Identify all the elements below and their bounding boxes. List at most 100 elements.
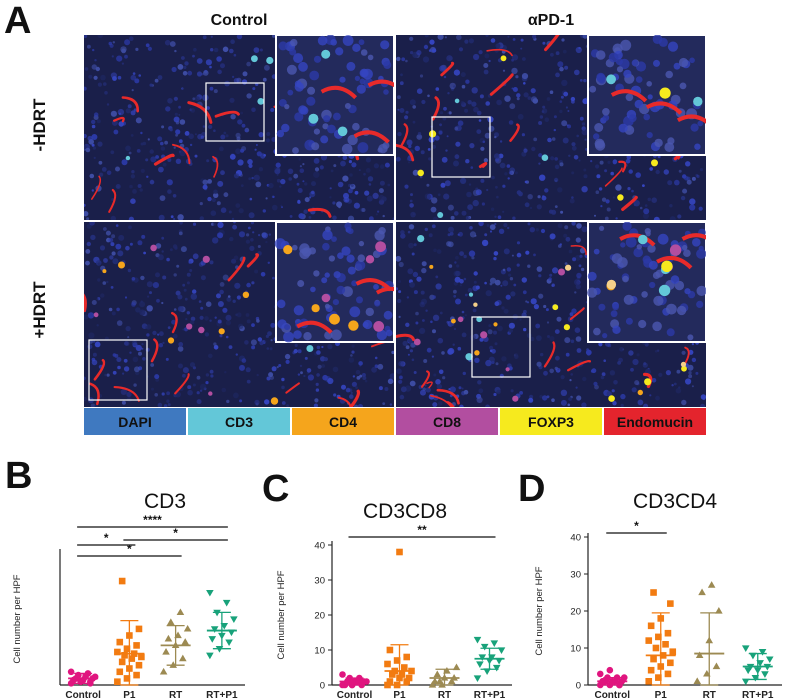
y-tick-label: 0 [576,681,581,692]
x-tick-label: RT [703,690,716,700]
significance-label: **** [143,513,162,527]
y-axis-label: Cell number per HPF [534,566,545,655]
data-point [164,634,173,642]
data-point [114,678,121,685]
micrograph-image [84,222,394,407]
data-point [645,637,653,644]
data-point [138,653,145,661]
data-point [398,671,406,678]
y-tick-label: 0 [320,681,325,692]
micrograph-image [396,35,706,220]
micrograph-image [396,222,706,407]
data-point [384,681,391,689]
data-point [655,633,662,641]
legend-dapi: DAPI [84,408,186,435]
data-point [176,608,185,616]
data-point [339,671,346,678]
data-point [128,655,136,662]
data-point [135,625,143,633]
legend-cd8: CD8 [396,408,498,435]
data-point [707,581,716,588]
data-point [75,671,82,679]
x-tick-label: RT+P1 [206,690,238,700]
data-point [67,668,75,676]
series-rt [159,608,192,675]
data-point [135,661,143,669]
data-point [403,678,410,685]
data-point [667,600,674,607]
series-p1 [384,548,415,689]
x-tick-label: Control [594,690,630,700]
series-control [596,666,628,689]
data-point [478,654,487,661]
data-point [133,642,140,649]
x-tick-label: Control [65,690,101,700]
row-title-minus-hdrt: -HDRT [30,98,49,152]
series-control [339,671,370,689]
data-point [206,652,214,660]
data-point [497,647,506,654]
data-point [114,648,121,656]
data-point [645,678,653,685]
y-tick-label: 20 [570,607,581,618]
data-point [386,678,394,685]
scatter-chart-cd3cd8: 0 10 20 30 40 Cell number per HPF Control P1 RT R… [276,523,512,700]
data-point [401,664,408,671]
data-point [606,666,614,674]
x-tick-label: RT [169,690,182,700]
data-point [758,649,767,656]
data-point [438,681,446,688]
data-point [118,577,126,585]
data-point [123,675,131,682]
series-rt [428,663,461,688]
data-point [230,616,238,623]
legend-foxp3: FOXP3 [500,408,602,435]
data-point [669,648,677,655]
data-point [162,648,170,655]
data-point [116,638,124,646]
series-rt-plus-p1 [741,645,774,686]
significance-label: * [173,526,178,540]
legend-cd4: CD4 [292,408,394,435]
data-point [492,664,501,672]
data-point [693,677,702,684]
data-point [741,645,750,652]
significance-label: * [127,542,132,556]
series-p1 [645,589,677,686]
data-point [396,548,403,556]
micrograph-apd1-minus-hdrt [396,35,706,220]
data-point [650,589,657,596]
data-point [655,674,662,681]
data-point [183,624,192,632]
panel-letter-c: C [262,468,290,510]
series-rt [693,581,725,686]
data-point [167,618,175,625]
y-tick-label: 30 [570,570,581,581]
x-tick-label: P1 [123,690,136,700]
panel-letter-d: D [518,468,546,510]
column-title-apd1: αPD-1 [527,12,575,29]
data-point [452,663,461,671]
micrograph-apd1-plus-hdrt [396,222,706,407]
data-point [208,636,217,643]
data-point [159,667,168,675]
y-tick-label: 30 [314,576,325,587]
data-point [650,655,657,663]
data-point [647,622,655,630]
data-point [386,646,394,654]
chart-title-cd3cd4: CD3CD4 [632,490,718,513]
y-tick-label: 10 [314,646,325,657]
data-point [384,660,391,668]
data-point [715,607,723,614]
data-point [213,609,221,617]
data-point [389,671,396,678]
column-title-control: Control [210,12,268,29]
x-tick-label: RT+P1 [474,690,506,700]
data-point [712,662,721,670]
series-p1 [114,577,145,686]
x-tick-label: P1 [393,690,406,700]
data-point [403,653,410,661]
panel-letter-b: B [5,455,33,497]
y-tick-label: 10 [570,644,581,655]
